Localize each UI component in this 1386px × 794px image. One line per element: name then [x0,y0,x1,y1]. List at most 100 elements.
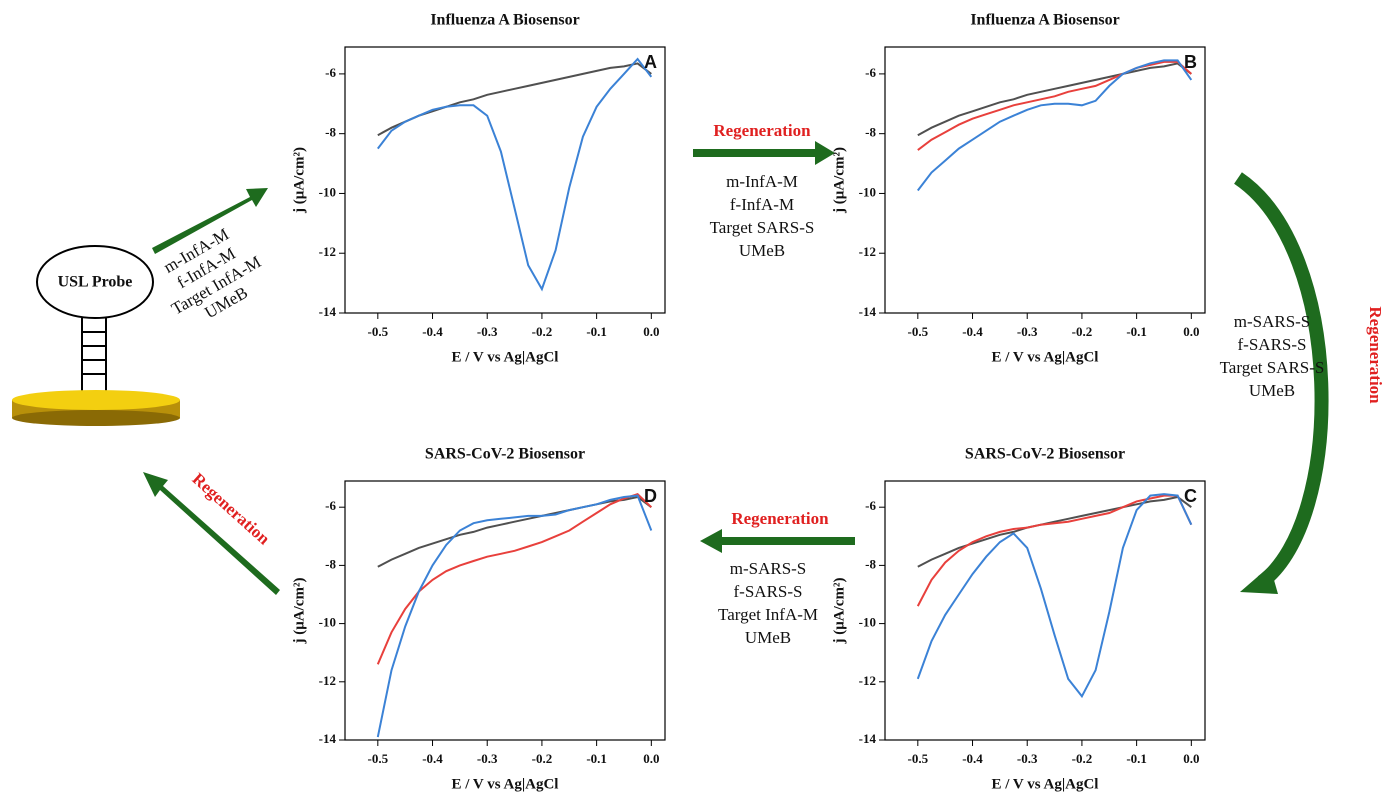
plot-frame [344,480,666,741]
step-text: m-InfA-M [726,172,798,191]
x-axis-label: E / V vs Ag|AgCl [992,776,1099,792]
step-text: f-SARS-S [734,582,803,601]
x-tick-label: -0.2 [532,751,553,766]
data-line [917,62,1192,137]
x-tick-label: -0.5 [908,751,929,766]
y-tick-label: -6 [865,498,876,513]
y-tick-label: -10 [319,184,336,199]
y-tick-label: -8 [865,556,876,571]
x-axis-label: E / V vs Ag|AgCl [452,776,559,792]
y-axis-label: j (μA/cm²) [291,147,307,214]
regeneration-label: Regeneration [189,469,274,549]
x-tick-label: -0.5 [908,324,929,339]
y-tick-label: -12 [859,673,876,688]
regeneration-label: Regeneration [731,509,829,528]
y-tick-label: -12 [319,244,336,259]
x-tick-label: -0.4 [962,751,983,766]
x-tick-label: -0.3 [1017,751,1038,766]
plot-frame [344,46,666,314]
x-tick-label: -0.4 [962,324,983,339]
x-tick-label: 0.0 [643,324,659,339]
data-line [377,57,653,292]
step-text: m-SARS-S [730,559,807,578]
plot-frame [884,480,1206,741]
probe-label: USL Probe [58,274,133,291]
data-line [377,495,652,568]
x-tick-label: 0.0 [643,751,659,766]
plot-frame [884,46,1206,314]
x-tick-label: -0.3 [477,324,498,339]
x-tick-label: 0.0 [1183,751,1199,766]
y-tick-label: -8 [865,125,876,140]
y-tick-label: -14 [319,304,337,319]
y-tick-label: -8 [325,556,336,571]
panel-letter: A [644,52,657,72]
x-tick-label: -0.2 [532,324,553,339]
data-line [917,59,1193,192]
panel-letter: D [644,486,657,506]
step-text: m-SARS-S [1234,312,1311,331]
step-text: f-SARS-S [1238,335,1307,354]
y-tick-label: -6 [325,65,336,80]
data-line [376,492,652,665]
x-tick-label: -0.5 [368,751,389,766]
step-text: f-InfA-M [730,195,794,214]
chart-title: SARS-CoV-2 Biosensor [425,446,585,463]
x-tick-label: -0.4 [422,751,443,766]
regeneration-label: Regeneration [1366,306,1385,404]
y-axis-label: j (μA/cm²) [831,578,847,645]
data-line [376,494,653,738]
y-tick-label: -6 [865,65,876,80]
x-tick-label: -0.2 [1072,751,1093,766]
y-tick-label: -8 [325,125,336,140]
y-tick-label: -14 [319,731,337,746]
step-text: UMeB [739,241,785,260]
y-tick-label: -6 [325,498,336,513]
y-tick-label: -14 [859,304,877,319]
data-line [917,495,1192,568]
y-tick-label: -14 [859,731,877,746]
x-tick-label: -0.1 [586,324,607,339]
y-tick-label: -10 [319,615,336,630]
chart-title: SARS-CoV-2 Biosensor [965,446,1125,463]
arrow [1233,172,1329,588]
x-tick-label: -0.1 [586,751,607,766]
x-tick-label: 0.0 [1183,324,1199,339]
step-text: Target InfA-M [718,605,818,624]
data-line [916,494,1193,607]
arrow [143,472,280,595]
x-tick-label: -0.5 [368,324,389,339]
y-tick-label: -12 [859,244,876,259]
chart-title: Influenza A Biosensor [970,12,1119,29]
y-axis-label: j (μA/cm²) [831,147,847,214]
arrow [1240,566,1278,594]
x-axis-label: E / V vs Ag|AgCl [452,349,559,365]
x-axis-label: E / V vs Ag|AgCl [992,349,1099,365]
regeneration-label: Regeneration [713,121,811,140]
x-tick-label: -0.3 [1017,324,1038,339]
chart-title: Influenza A Biosensor [430,12,579,29]
y-tick-label: -12 [319,673,336,688]
step-text: UMeB [745,628,791,647]
arrow [700,529,855,553]
x-tick-label: -0.1 [1126,751,1147,766]
panel-letter: B [1184,52,1197,72]
y-tick-label: -10 [859,615,876,630]
data-line [916,493,1193,699]
y-axis-label: j (μA/cm²) [291,578,307,645]
arrow [152,188,268,254]
y-tick-label: -10 [859,184,876,199]
panel-letter: C [1184,486,1197,506]
step-text: UMeB [1249,381,1295,400]
data-line [917,60,1192,151]
usl-probe: USL Probe [12,245,180,426]
x-tick-label: -0.1 [1126,324,1147,339]
data-line [377,62,652,137]
x-tick-label: -0.4 [422,324,443,339]
arrow [693,141,835,165]
x-tick-label: -0.2 [1072,324,1093,339]
x-tick-label: -0.3 [477,751,498,766]
step-text: Target SARS-S [710,218,815,237]
step-text: Target SARS-S [1220,358,1325,377]
